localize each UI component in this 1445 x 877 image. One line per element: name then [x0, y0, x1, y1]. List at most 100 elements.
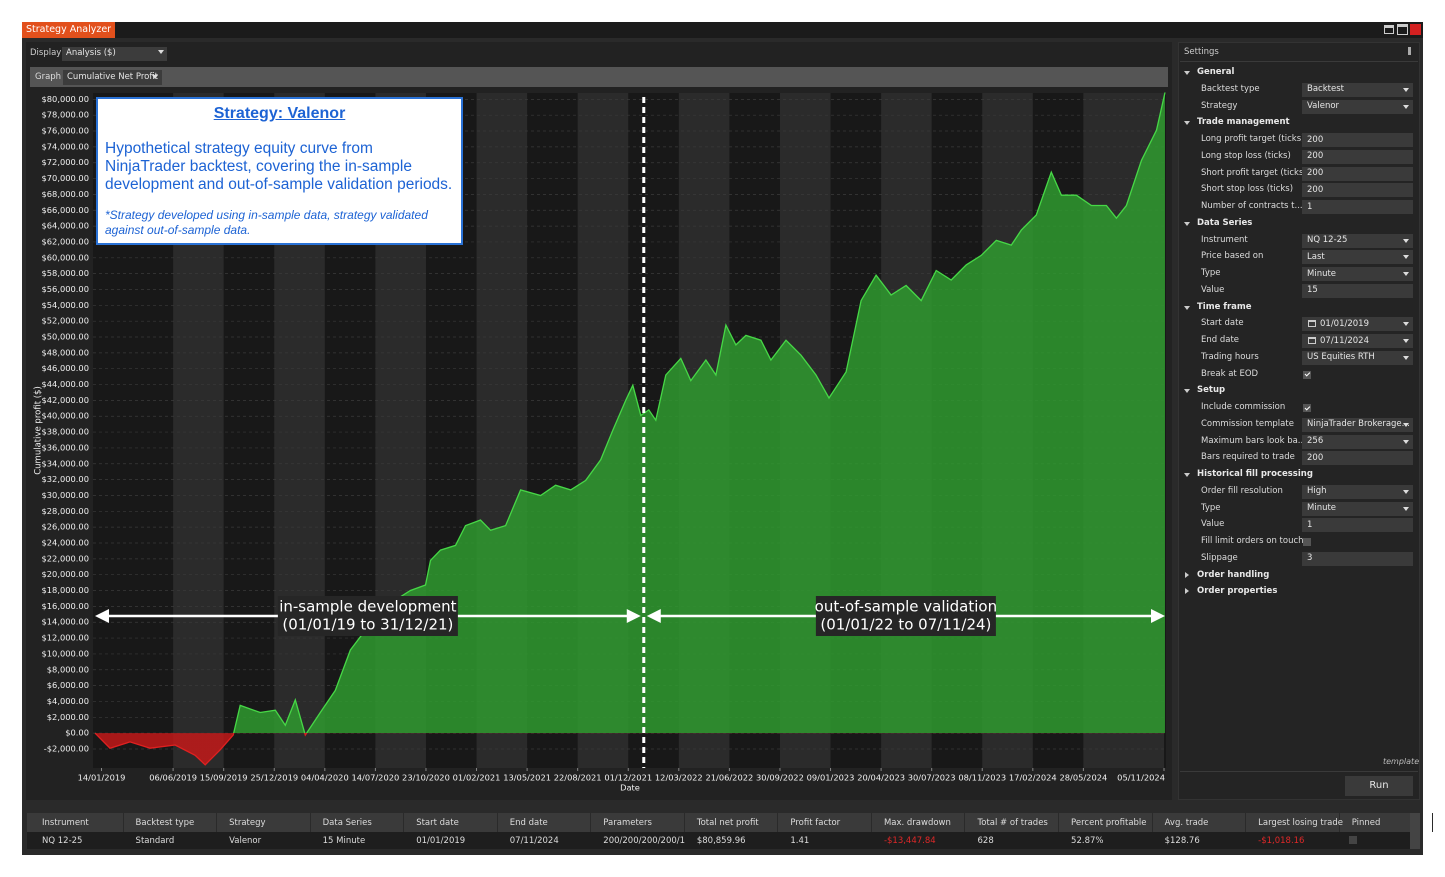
setting-value: 200 — [1307, 134, 1324, 145]
setting-label: Long stop loss (ticks) — [1201, 150, 1291, 161]
text-field: 1 — [1302, 200, 1413, 214]
section-toggle[interactable] — [1185, 571, 1189, 578]
table-header-bg — [27, 813, 1420, 832]
section-toggle[interactable] — [1184, 389, 1190, 394]
checkbox[interactable] — [1303, 404, 1311, 412]
section-toggle[interactable] — [1185, 588, 1189, 595]
column-header[interactable]: Largest losing trade — [1246, 813, 1343, 832]
close-button[interactable] — [1410, 24, 1421, 35]
table-cell: Standard — [135, 836, 175, 846]
period-label: in-sample development — [279, 598, 456, 616]
y-tick-label: $54,000.00 — [41, 300, 89, 310]
y-tick-label: $76,000.00 — [41, 126, 89, 136]
x-tick-label: 20/04/2023 — [857, 773, 905, 783]
table-cell: 15 Minute — [322, 836, 366, 846]
column-header[interactable]: Parameters — [591, 813, 685, 832]
graph-dropdown[interactable]: Cumulative Net Profit — [63, 70, 162, 85]
dropdown-field[interactable]: Minute — [1302, 501, 1413, 516]
section-header[interactable]: Order handling — [1197, 569, 1270, 580]
section-header[interactable]: Trade management — [1197, 117, 1290, 128]
column-header[interactable]: Backtest type — [124, 813, 218, 832]
dropdown-field[interactable]: NQ 12-25 — [1302, 233, 1413, 248]
dropdown-arrow — [1403, 339, 1409, 343]
y-tick-label: $30,000.00 — [41, 490, 89, 500]
column-header[interactable]: End date — [498, 813, 592, 832]
column-header[interactable]: Percent profitable — [1059, 813, 1153, 832]
table-scrollbar[interactable] — [1410, 813, 1420, 849]
section-header[interactable]: Order properties — [1197, 586, 1278, 597]
section-header[interactable]: Setup — [1197, 385, 1226, 396]
y-tick-label: $0.00 — [65, 728, 89, 738]
template-link[interactable]: template — [1383, 757, 1420, 766]
table-cell: -$1,018.16 — [1258, 836, 1305, 846]
pinned-checkbox[interactable] — [1348, 836, 1357, 844]
dropdown-field[interactable]: NinjaTrader Brokerage... — [1302, 417, 1413, 432]
section-header[interactable]: General — [1197, 67, 1235, 77]
setting-label: Commission template — [1201, 418, 1294, 429]
section-toggle[interactable] — [1184, 221, 1190, 226]
display-dropdown[interactable]: Analysis ($) — [62, 47, 167, 61]
x-tick-label: 17/02/2024 — [1009, 773, 1057, 783]
setting-label: Strategy — [1201, 100, 1238, 111]
y-tick-label: $50,000.00 — [41, 332, 89, 342]
checkbox[interactable] — [1303, 370, 1311, 379]
table-cell: $128.76 — [1164, 836, 1200, 846]
table-cell: -$13,447.84 — [883, 836, 936, 846]
info-box: Strategy: Valenor Hypothetical strategy e… — [96, 97, 463, 245]
column-header[interactable]: Total # of trades — [966, 813, 1060, 832]
column-header[interactable]: Max. drawdown — [872, 813, 966, 832]
y-tick-label: $36,000.00 — [41, 442, 89, 452]
section-header[interactable]: Historical fill processing — [1197, 469, 1313, 479]
dropdown-field[interactable]: Backtest — [1302, 82, 1413, 97]
column-header[interactable]: Profit factor — [778, 813, 872, 832]
setting-value: Minute — [1307, 503, 1337, 513]
y-tick-label: $24,000.00 — [41, 538, 89, 548]
column-header[interactable]: Start date — [404, 813, 498, 832]
y-tick-label: $64,000.00 — [41, 221, 89, 231]
section-toggle[interactable] — [1184, 121, 1190, 126]
checkbox[interactable] — [1303, 538, 1311, 546]
dropdown-field[interactable]: Last — [1302, 250, 1413, 265]
run-button[interactable]: Run — [1345, 776, 1413, 796]
section-toggle[interactable] — [1184, 71, 1190, 75]
setting-label: Price based on — [1201, 251, 1264, 262]
column-header[interactable]: Instrument — [30, 813, 124, 832]
column-header[interactable]: Avg. trade — [1153, 813, 1247, 832]
text-field: 200 — [1302, 166, 1413, 181]
settings-header-line — [1180, 61, 1418, 62]
section-header[interactable]: Data Series — [1197, 217, 1253, 228]
column-header[interactable]: Total net profit — [685, 813, 779, 832]
y-tick-label: $26,000.00 — [41, 522, 89, 532]
dropdown-field[interactable]: US Equities RTH — [1302, 350, 1413, 365]
setting-value: 200 — [1307, 184, 1324, 195]
dropdown-field[interactable]: Minute — [1302, 267, 1413, 281]
table-cell: $80,859.96 — [696, 836, 746, 846]
dropdown-field[interactable]: 256 — [1302, 434, 1413, 449]
section-toggle[interactable] — [1184, 305, 1190, 310]
section-toggle[interactable] — [1184, 473, 1190, 477]
x-tick-label: 22/08/2021 — [554, 773, 602, 783]
date-field[interactable]: 07/11/2024 — [1302, 334, 1413, 348]
setting-value: Minute — [1307, 268, 1337, 279]
y-tick-label: $8,000.00 — [47, 664, 89, 674]
minimize-button[interactable] — [1384, 25, 1394, 34]
check-mark — [1304, 370, 1310, 377]
column-header[interactable]: Data Series — [311, 813, 405, 832]
y-tick-label: $40,000.00 — [41, 411, 89, 421]
graph-bar — [30, 67, 1168, 87]
setting-label: Order fill resolution — [1201, 485, 1283, 496]
date-field[interactable]: 01/01/2019 — [1302, 317, 1413, 332]
column-header[interactable]: Pinned — [1340, 813, 1434, 832]
x-tick-label: 05/11/2024 — [1117, 773, 1165, 783]
setting-value: 15 — [1307, 285, 1318, 296]
section-header[interactable]: Time frame — [1197, 301, 1252, 312]
table-cell: 200/200/200/200/1 (Lo — [603, 836, 685, 846]
setting-value: Last — [1307, 251, 1325, 262]
dropdown-field[interactable]: Valenor — [1302, 99, 1413, 114]
column-header[interactable]: Strategy — [217, 813, 311, 832]
y-tick-label: $72,000.00 — [41, 157, 89, 167]
maximize-button[interactable] — [1397, 24, 1408, 35]
setting-value: 01/01/2019 — [1320, 318, 1369, 329]
dropdown-field[interactable]: High — [1302, 484, 1413, 499]
y-tick-label: $38,000.00 — [41, 427, 89, 437]
